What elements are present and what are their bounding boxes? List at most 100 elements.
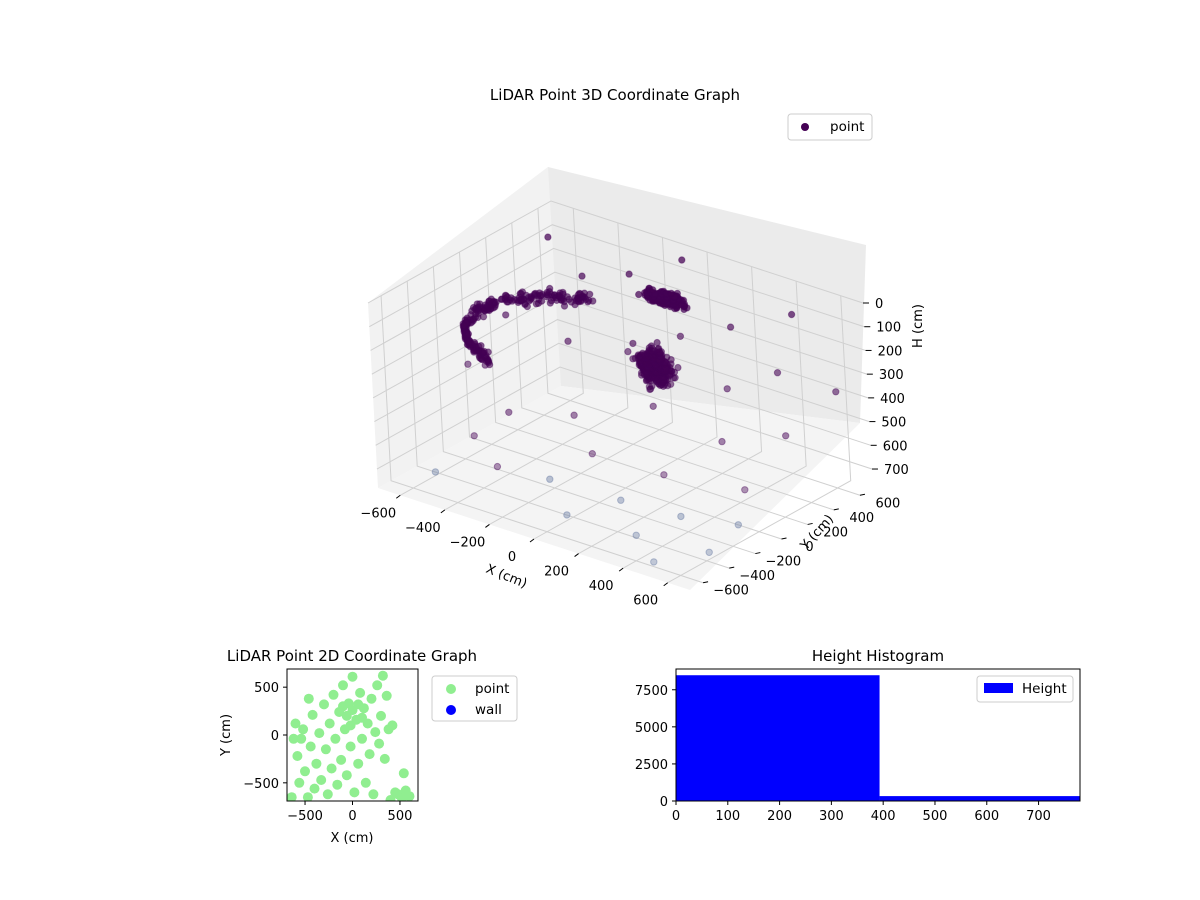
z-tick-label-3d-7: 700 xyxy=(884,463,909,478)
legend-label-point-3d: point xyxy=(830,119,864,135)
point-2d-26 xyxy=(345,741,356,752)
point-2d-6 xyxy=(305,741,316,752)
grid-line-y-6 xyxy=(537,208,861,496)
point-3d-9 xyxy=(741,486,749,494)
grid-line-x-5 xyxy=(622,281,807,569)
point-3d-1 xyxy=(705,548,713,556)
point-2d-28 xyxy=(349,787,360,798)
x-tick-label-hist-3: 300 xyxy=(819,809,844,824)
point-2d-55 xyxy=(287,792,297,801)
point-3d-768 xyxy=(559,288,567,297)
z-tick-label-3d-4: 400 xyxy=(880,392,905,407)
scatter3d-title: LiDAR Point 3D Coordinate Graph xyxy=(490,86,740,104)
y-axis-label-2d: Y (cm) xyxy=(219,714,234,757)
grid-line-y-1 xyxy=(406,281,730,569)
y-tick-label-3d-2: −200 xyxy=(765,555,801,570)
y-tick-label-hist-3: 7500 xyxy=(635,684,668,699)
y-tick-mark-3d-6 xyxy=(859,493,866,496)
y-tick-label-hist-0: 0 xyxy=(660,795,668,810)
grid-line-z-5 xyxy=(374,319,870,423)
point-3d-1094 xyxy=(649,286,657,294)
point-3d-769 xyxy=(501,291,510,299)
point-2d-10 xyxy=(314,728,325,739)
point-3d-10 xyxy=(660,471,668,479)
scatter2d-panel: LiDAR Point 2D Coordinate Graph −500 0 500… xyxy=(219,647,518,846)
point-2d-1 xyxy=(292,751,303,761)
point-3d-8 xyxy=(546,475,554,483)
point-2d-13 xyxy=(320,744,331,755)
point-3d-786 xyxy=(473,300,481,308)
point-2d-3 xyxy=(298,724,309,735)
point-3d-2 xyxy=(632,531,640,539)
z-tick-label-3d-0: 0 xyxy=(875,297,883,312)
histogram-bar-1 xyxy=(879,796,1080,801)
x-tick-label-hist-6: 600 xyxy=(974,809,999,824)
point-3d-762 xyxy=(726,323,735,331)
point-3d-949 xyxy=(544,233,552,241)
histogram-bar-0 xyxy=(676,675,880,801)
ticks-hist: 0 100 200 300 400 500 600 700 0 2500 5000 7500 xyxy=(635,684,1051,824)
point-2d-36 xyxy=(364,749,375,760)
point-3d-443 xyxy=(773,369,782,377)
x-tick-mark-3d-4 xyxy=(574,553,579,557)
point-3d-791 xyxy=(578,272,586,280)
point-3d-50 xyxy=(723,385,731,393)
point-2d-8 xyxy=(309,783,320,794)
x-tick-mark-3d-5 xyxy=(618,567,624,572)
grid-line-z-6 xyxy=(375,342,871,446)
point-3d-526 xyxy=(502,311,510,319)
point-3d-14 xyxy=(718,437,726,446)
point-3d-78 xyxy=(667,380,675,388)
grid-line-y-0 xyxy=(380,295,704,584)
x-tick-mark-3d-0 xyxy=(395,494,401,499)
grid-line-x-0 xyxy=(400,208,584,496)
x-tick-label-2d-1: 0 xyxy=(348,809,356,824)
point-3d-16 xyxy=(782,432,790,440)
x-tick-label-2d-0: −500 xyxy=(287,809,323,824)
y-tick-mark-3d-4 xyxy=(807,522,813,525)
point-3d-792 xyxy=(787,310,796,319)
x-tick-label-hist-2: 200 xyxy=(767,809,792,824)
grid-line-z-2 xyxy=(370,247,866,351)
pane-floor xyxy=(378,386,860,590)
point-2d-5 xyxy=(302,792,313,801)
point-2d-34 xyxy=(360,777,371,788)
x-tick-mark-3d-6 xyxy=(663,582,669,587)
x-tick-label-3d-3: 0 xyxy=(508,550,516,565)
y-tick-label-2d-2: 500 xyxy=(254,681,279,696)
point-2d-39 xyxy=(370,727,381,738)
z-tick-label-3d-2: 200 xyxy=(878,344,903,359)
legend-label-point-2d: point xyxy=(475,681,509,697)
grid-line-y-3 xyxy=(459,251,782,540)
points-2d xyxy=(287,670,415,801)
y-tick-mark-3d-5 xyxy=(833,508,839,511)
grid-line-z-0 xyxy=(367,200,864,304)
legend-hist: Height xyxy=(976,675,1074,703)
y-tick-label-3d-6: 600 xyxy=(876,496,901,511)
point-3d-6 xyxy=(431,468,440,476)
point-2d-2 xyxy=(294,777,305,788)
point-3d-1092 xyxy=(678,256,686,264)
grid-line-x-1 xyxy=(444,222,629,511)
y-tick-mark-3d-2 xyxy=(755,552,761,555)
point-3d-4 xyxy=(563,511,571,519)
grid-line-z-3 xyxy=(371,271,868,375)
y-tick-mark-3d-1 xyxy=(729,566,735,569)
point-2d-38 xyxy=(368,789,379,800)
point-2d-12 xyxy=(319,699,329,710)
point-3d-574 xyxy=(653,338,661,347)
legend-marker-point-2d xyxy=(446,684,456,694)
point-2d-54 xyxy=(398,768,409,779)
point-3d-529 xyxy=(645,344,654,352)
point-2d-58 xyxy=(303,693,314,704)
point-2d-11 xyxy=(316,775,327,785)
point-3d-7 xyxy=(617,496,625,504)
legend-label-height: Height xyxy=(1022,681,1067,697)
point-2d-27 xyxy=(347,671,358,682)
point-2d-14 xyxy=(322,789,333,800)
point-3d-787 xyxy=(477,342,485,350)
point-3d-11 xyxy=(493,462,502,471)
histogram-bars xyxy=(676,675,1080,801)
z-tick-label-3d-1: 100 xyxy=(876,321,901,336)
